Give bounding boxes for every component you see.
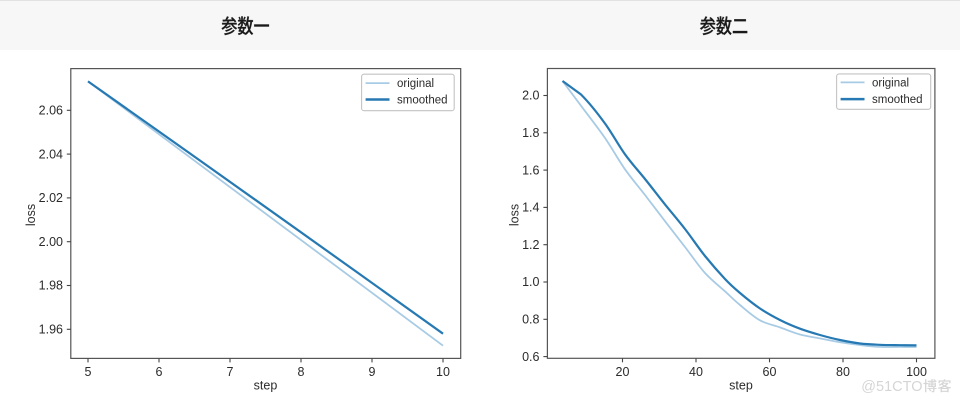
svg-text:1.96: 1.96 <box>39 323 63 337</box>
svg-text:0.8: 0.8 <box>522 313 539 327</box>
svg-text:loss: loss <box>24 204 38 226</box>
svg-text:@51CTO: @51CTO <box>861 379 922 395</box>
svg-text:1.0: 1.0 <box>522 275 539 289</box>
svg-text:1.6: 1.6 <box>522 163 539 177</box>
svg-text:2.0: 2.0 <box>522 89 539 103</box>
svg-text:1.4: 1.4 <box>522 201 539 215</box>
svg-text:9: 9 <box>369 365 376 379</box>
svg-text:6: 6 <box>156 365 163 379</box>
svg-text:2.02: 2.02 <box>39 191 63 205</box>
svg-text:smoothed: smoothed <box>397 94 448 106</box>
svg-text:100: 100 <box>906 365 927 379</box>
svg-text:2.06: 2.06 <box>39 104 63 118</box>
svg-text:original: original <box>872 77 909 89</box>
svg-text:1.2: 1.2 <box>522 238 539 252</box>
svg-text:1.8: 1.8 <box>522 126 539 140</box>
svg-text:1.98: 1.98 <box>39 279 63 293</box>
svg-text:20: 20 <box>616 365 630 379</box>
svg-text:0.6: 0.6 <box>522 350 539 364</box>
svg-text:step: step <box>254 379 278 393</box>
svg-text:2.04: 2.04 <box>39 147 63 161</box>
svg-text:2.00: 2.00 <box>39 235 63 249</box>
svg-text:10: 10 <box>436 365 450 379</box>
svg-text:60: 60 <box>763 365 777 379</box>
svg-text:7: 7 <box>227 365 234 379</box>
svg-text:5: 5 <box>85 365 92 379</box>
svg-text:step: step <box>729 379 753 393</box>
svg-text:8: 8 <box>298 365 305 379</box>
svg-text:original: original <box>397 78 434 90</box>
svg-text:loss: loss <box>508 204 522 226</box>
svg-text:smoothed: smoothed <box>872 94 923 106</box>
svg-text:40: 40 <box>689 365 703 379</box>
svg-text:80: 80 <box>836 365 850 379</box>
